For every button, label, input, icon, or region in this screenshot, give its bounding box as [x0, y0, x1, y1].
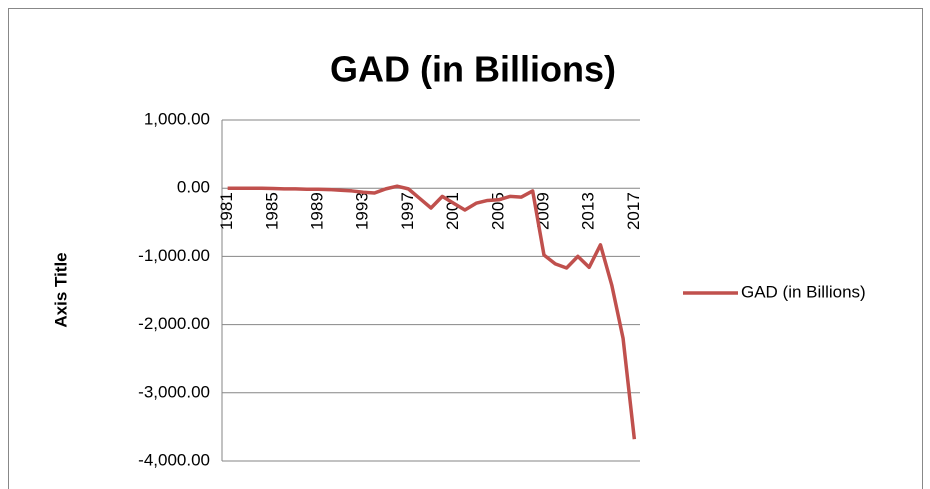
x-tick-label: 1985 [262, 192, 281, 230]
y-tick-label: -3,000.00 [138, 382, 210, 401]
legend-label: GAD (in Billions) [741, 282, 866, 301]
chart-title: GAD (in Billions) [330, 49, 616, 90]
x-tick-label: 2017 [624, 192, 643, 230]
y-tick-label: 0.00 [177, 178, 210, 197]
chart-frame [8, 8, 923, 489]
y-tick-label: -4,000.00 [138, 450, 210, 469]
x-tick-label: 1981 [217, 192, 236, 230]
x-tick-label: 2013 [579, 192, 598, 230]
y-tick-label: -2,000.00 [138, 314, 210, 333]
x-tick-label: 1997 [398, 192, 417, 230]
y-tick-label: 1,000.00 [144, 109, 210, 128]
x-tick-label: 1993 [353, 192, 372, 230]
y-tick-label: -1,000.00 [138, 246, 210, 265]
x-tick-label: 1989 [308, 192, 327, 230]
y-axis-title: Axis Title [51, 252, 70, 327]
data-line [227, 184, 637, 440]
